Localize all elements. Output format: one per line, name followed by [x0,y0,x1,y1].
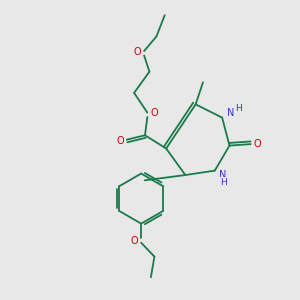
Text: H: H [220,178,226,188]
Text: N: N [219,170,227,180]
Text: O: O [150,109,158,118]
Text: H: H [235,104,242,113]
Text: O: O [134,47,141,57]
Text: O: O [254,139,261,149]
Text: O: O [116,136,124,146]
Text: O: O [131,236,139,246]
Text: N: N [227,108,235,118]
